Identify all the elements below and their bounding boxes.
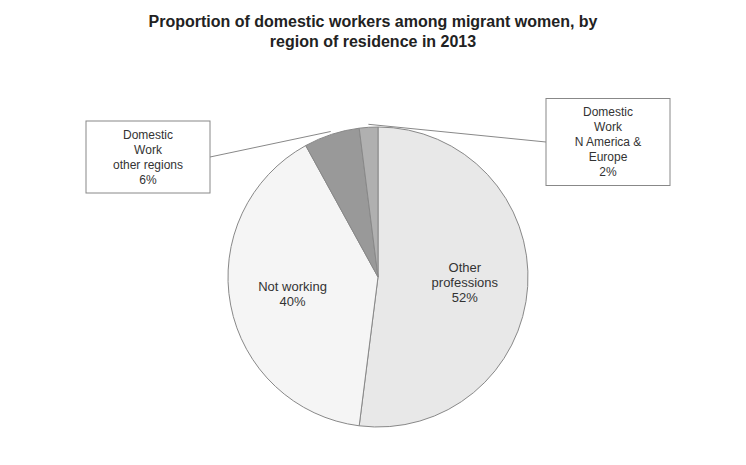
- svg-text:DomesticWorkN America &Europe2: DomesticWorkN America &Europe2%: [575, 105, 642, 179]
- html-text:region of residence in 2013: region of residence in 2013: [269, 33, 477, 50]
- svg-text:Otherprofessions52%: Otherprofessions52%: [432, 260, 499, 305]
- svg-text:Not working40%: Not working40%: [258, 278, 327, 308]
- svg-text:DomesticWorkother regions6%: DomesticWorkother regions6%: [113, 128, 183, 187]
- html-text:Proportion of domestic workers: Proportion of domestic workers among mig…: [148, 13, 598, 30]
